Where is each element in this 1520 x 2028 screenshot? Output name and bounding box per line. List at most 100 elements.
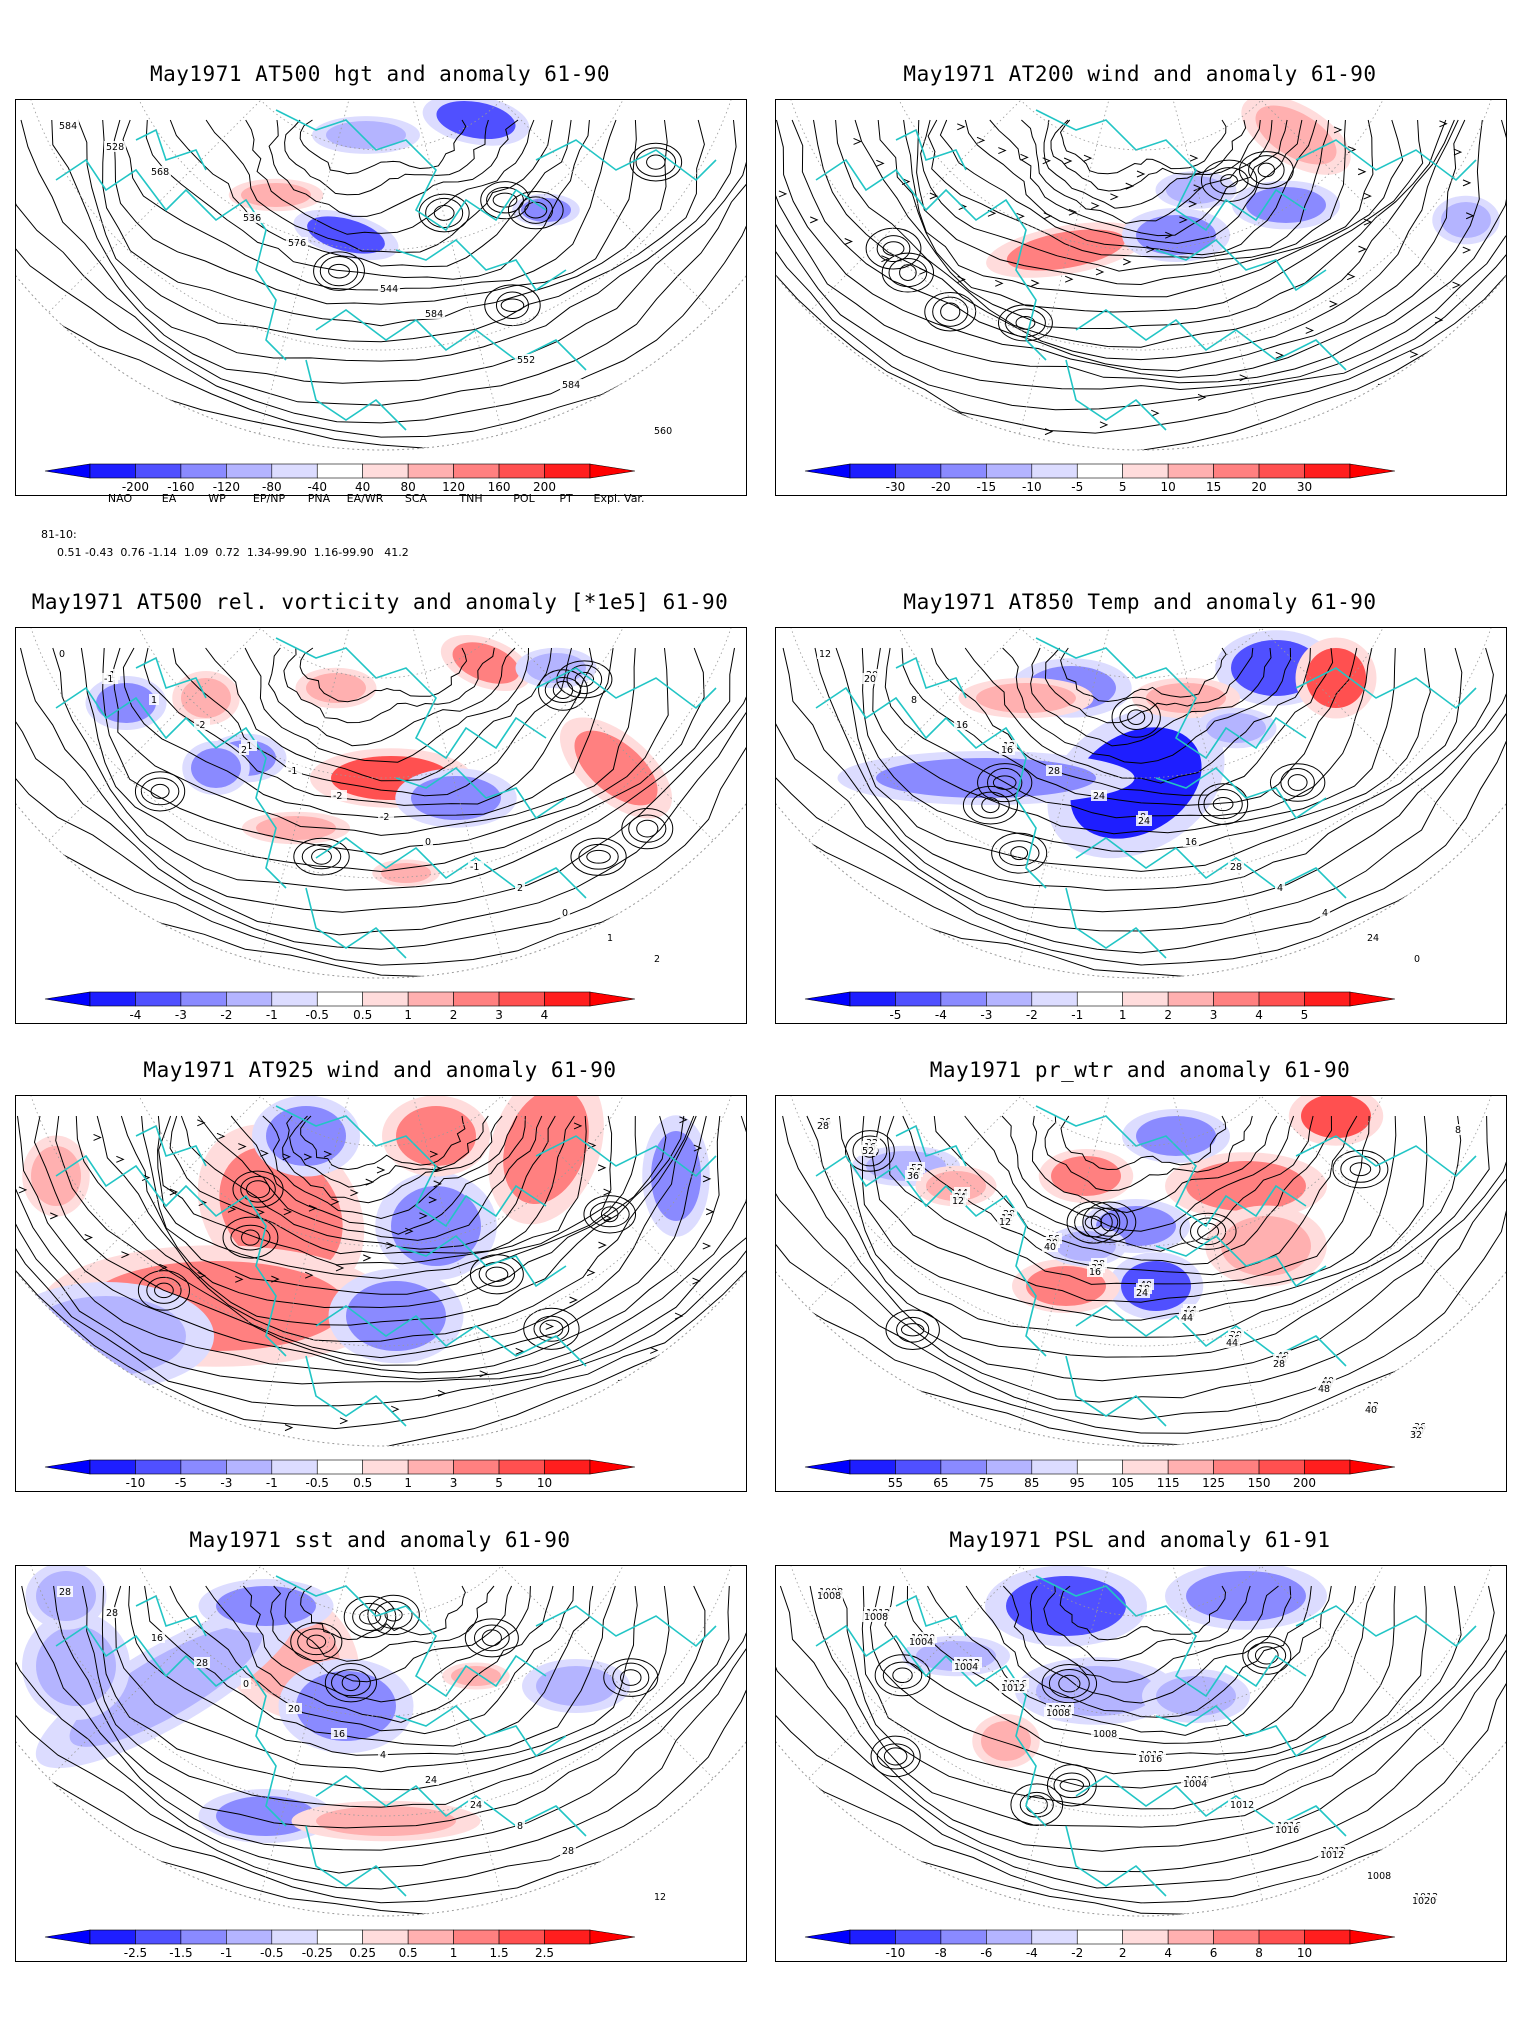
meridian-line <box>1260 628 1474 841</box>
streamline-arrow <box>569 1296 578 1304</box>
graticule <box>30 1566 732 1901</box>
colorbar-tick-label: -4 <box>935 1008 947 1022</box>
panel-at925-wind: May1971 AT925 wind and anomaly 61-90 -10… <box>0 1058 760 1558</box>
colorbar-swatch <box>1213 1459 1260 1475</box>
negative-anomaly-region <box>526 653 586 683</box>
meridian-line <box>1260 1566 1474 1779</box>
colorbar-tick-label: 1.5 <box>490 1946 509 1960</box>
coastline-segment <box>55 1624 287 1827</box>
contour-line <box>114 1585 638 1773</box>
closed-contour <box>352 1602 388 1631</box>
panel-title: May1971 PSL and anomaly 61-91 <box>949 1528 1331 1552</box>
streamline-arrow <box>428 1196 438 1204</box>
closed-contour <box>293 837 350 876</box>
closed-contour <box>1287 774 1308 791</box>
negative-anomaly-region <box>346 1281 446 1351</box>
colorbar-swatch <box>1304 1459 1351 1475</box>
contour-label: 44 <box>1226 1338 1238 1349</box>
index-header: WP <box>208 492 226 505</box>
colorbar-swatch <box>544 1929 591 1945</box>
colorbar-tick-label: -80 <box>262 480 282 494</box>
contour-label: 24 <box>1138 816 1150 827</box>
closed-contour <box>495 291 529 319</box>
meridian-line <box>1141 628 1506 630</box>
colorbar-tick-label: 15 <box>1206 480 1221 494</box>
streamline-arrow <box>515 1347 524 1355</box>
closed-contour <box>865 227 922 270</box>
streamline-arrow <box>1031 279 1040 287</box>
colorbar-swatch <box>453 991 500 1007</box>
colorbar-swatch <box>895 463 942 479</box>
positive-anomaly-region <box>1186 1161 1306 1211</box>
streamline-arrow <box>1068 208 1078 216</box>
streamline-arrow <box>692 1277 701 1285</box>
colorbar-max-arrow <box>589 1459 635 1475</box>
contour-line <box>776 1585 1506 1904</box>
meridian-line <box>258 628 350 963</box>
contour-label: 1 <box>151 695 157 706</box>
streamline-arrow <box>335 1264 345 1272</box>
contour-label-bg <box>1087 1266 1103 1277</box>
closed-contour <box>1041 1664 1098 1704</box>
contour-line <box>835 119 1455 348</box>
contour-line <box>268 647 516 747</box>
streamline-arrow <box>679 1116 688 1124</box>
map-plot: 528 536 544 552 560 568 576 584 584 584 <box>15 99 747 496</box>
map-canvas: 3228404836525644403644282012161218162024… <box>776 1096 1506 1447</box>
contour-label: 1012 <box>1320 1850 1344 1861</box>
streamline-arrow <box>1136 170 1146 178</box>
coastline-segment <box>315 1775 587 1837</box>
closed-contour <box>987 767 1023 798</box>
meridian-line <box>776 1096 1141 1098</box>
contour-label: 584 <box>562 380 580 391</box>
streamline-arrow <box>586 1269 596 1277</box>
panel-title: May1971 AT200 wind and anomaly 61-90 <box>903 62 1377 86</box>
contour-label: 1020 <box>1412 1896 1436 1907</box>
closed-contour <box>556 660 613 699</box>
streamline-arrow <box>1292 441 1301 449</box>
coastline-segment <box>1295 139 1477 182</box>
streamline-arrow <box>603 1188 612 1196</box>
meridian-line <box>500 1566 714 1779</box>
meridian-line <box>1018 1096 1110 1431</box>
closed-contour <box>330 1669 371 1697</box>
colorbar: -200 -160 -120 -80 -40 40 80 120 160 200 <box>44 462 725 502</box>
colorbar-tick-label: 5 <box>495 1476 503 1490</box>
closed-contour <box>290 1622 343 1662</box>
coastline-segment <box>1035 109 1307 232</box>
map-content <box>16 100 746 450</box>
streamline-arrow <box>702 1242 712 1250</box>
colorbar-tick-label: 1 <box>450 1946 458 1960</box>
map-plot: 1012101610121016101210201024101610121008… <box>775 1565 1507 1962</box>
closed-contour <box>538 669 588 711</box>
contour-label-bg <box>652 425 674 436</box>
streamline-arrow <box>271 1275 280 1283</box>
contour-label-bg <box>1318 1849 1346 1860</box>
panel-title: May1971 AT500 hgt and anomaly 61-90 <box>149 62 610 86</box>
contour-label-bg <box>954 719 970 730</box>
contour-line <box>809 1585 1495 1828</box>
closed-contour <box>245 1180 271 1199</box>
map-content <box>16 1096 746 1446</box>
colorbar-swatch <box>1167 1929 1214 1945</box>
streamline-arrow <box>1020 153 1029 161</box>
meridian-line <box>1172 100 1264 435</box>
contour-label: 2 <box>654 954 660 965</box>
colorbar-swatch <box>895 991 942 1007</box>
streamline-arrow <box>867 415 876 423</box>
contour-line <box>813 119 1459 361</box>
contour-line <box>16 1115 746 1407</box>
coastline-segment <box>535 1605 717 1648</box>
contour-line <box>169 1585 574 1735</box>
colorbar-min-arrow <box>804 463 851 479</box>
contour-line <box>1060 1115 1227 1171</box>
streamline-arrow <box>1179 216 1188 224</box>
coastline-segment <box>895 656 967 699</box>
streamline-arrow <box>1275 351 1284 359</box>
contour-line <box>230 1115 526 1235</box>
colorbar-swatch <box>940 463 987 479</box>
colorbar-tick-label: 115 <box>1157 1476 1180 1490</box>
colorbar-swatch <box>1213 1929 1260 1945</box>
coastlines <box>815 637 1477 959</box>
streamline-arrow <box>693 1144 703 1152</box>
